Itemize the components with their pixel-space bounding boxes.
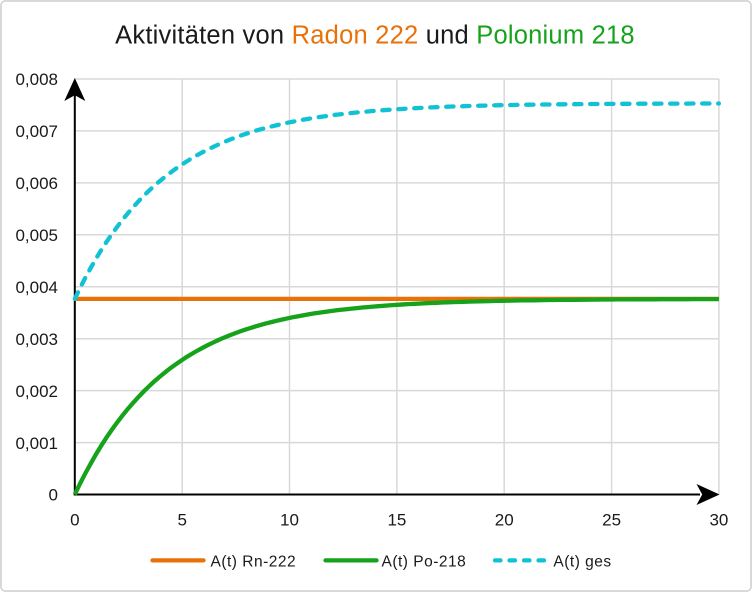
svg-text:0,007: 0,007 (15, 122, 58, 141)
svg-text:A(t) Po-218: A(t) Po-218 (382, 553, 467, 570)
svg-text:30: 30 (709, 511, 728, 530)
svg-text:15: 15 (387, 511, 406, 530)
svg-text:Aktivitäten von Radon 222 und: Aktivitäten von Radon 222 und Polonium 2… (115, 22, 635, 50)
svg-text:0,003: 0,003 (15, 330, 58, 349)
svg-text:0: 0 (49, 486, 58, 505)
svg-text:0,001: 0,001 (15, 434, 58, 453)
svg-text:0,006: 0,006 (15, 174, 58, 193)
svg-text:0,005: 0,005 (15, 226, 58, 245)
svg-text:A(t) Rn-222: A(t) Rn-222 (211, 553, 297, 570)
svg-text:20: 20 (495, 511, 514, 530)
svg-text:0,004: 0,004 (15, 278, 58, 297)
svg-text:0: 0 (70, 511, 79, 530)
svg-text:0,002: 0,002 (15, 382, 58, 401)
svg-text:0,008: 0,008 (15, 70, 58, 89)
svg-text:25: 25 (602, 511, 621, 530)
svg-text:10: 10 (280, 511, 299, 530)
svg-text:A(t) ges: A(t) ges (553, 553, 611, 570)
svg-text:5: 5 (177, 511, 186, 530)
